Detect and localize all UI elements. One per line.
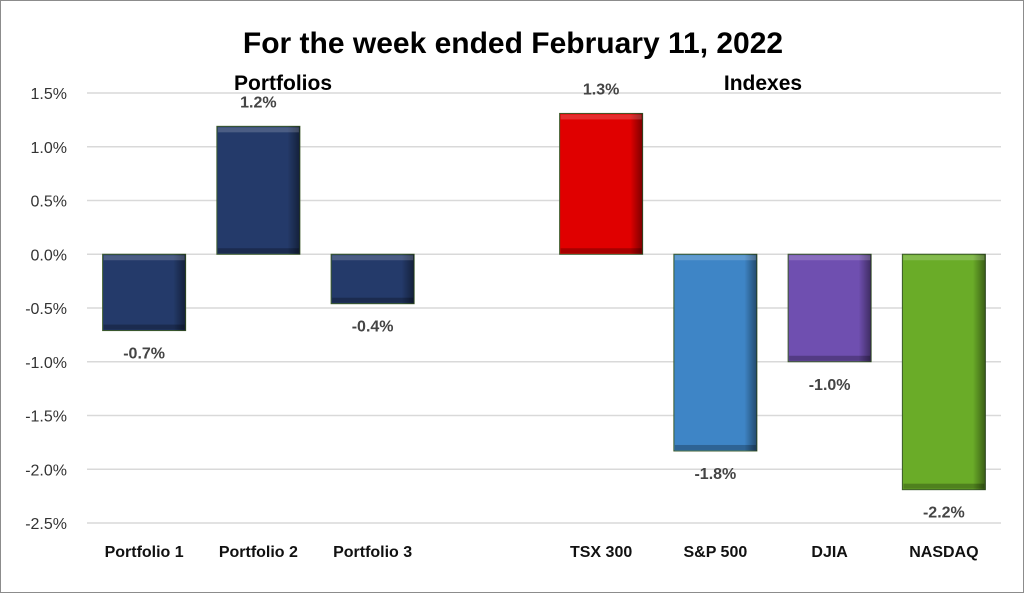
bar-bevel [217,127,299,133]
data-label: -1.0% [809,377,851,394]
bar-bevel [903,483,985,489]
x-tick-label: Portfolio 1 [105,544,184,561]
data-label: -1.8% [694,466,736,483]
bar-shade [102,254,186,331]
bar-bevel [903,255,985,261]
y-tick-label: -1.0% [25,355,67,372]
group-label-indexes: Indexes [724,72,802,95]
bar-bevel [103,324,185,330]
data-label: -2.2% [923,505,965,522]
data-label: 1.3% [583,81,619,98]
bar-bevel [674,255,756,261]
bar-bevel [560,114,642,120]
y-tick-label: -2.0% [25,462,67,479]
y-tick-label: 0.0% [31,247,67,264]
data-label: -0.4% [352,319,394,336]
bar-bevel [103,255,185,261]
group-label-portfolios: Portfolios [234,72,332,95]
x-tick-label: Portfolio 2 [219,544,298,561]
y-tick-label: 1.5% [31,86,67,103]
x-tick-label: DJIA [811,544,848,561]
bar-bevel [789,355,871,361]
bar-bevel [560,248,642,254]
bar-bevel [674,444,756,450]
bar-bevel [332,255,414,261]
bar-bevel [789,255,871,261]
bar-bevel [217,248,299,254]
bar-shade [559,113,643,255]
bar-shade [673,254,757,451]
data-label: 1.2% [240,94,276,111]
x-tick-label: S&P 500 [684,544,748,561]
x-tick-label: Portfolio 3 [333,544,412,561]
bar-shade [331,254,415,304]
y-tick-label: -0.5% [25,301,67,318]
data-label: -0.7% [123,346,165,363]
bar-shade [788,254,872,362]
bar-shade [216,126,300,255]
y-tick-label: -1.5% [25,409,67,426]
y-tick-label: -2.5% [25,516,67,533]
x-tick-label: TSX 300 [570,544,632,561]
x-tick-label: NASDAQ [909,544,978,561]
bar-shade [902,254,986,490]
bar-bevel [332,297,414,303]
y-tick-label: 1.0% [31,140,67,157]
y-tick-label: 0.5% [31,194,67,211]
chart-title: For the week ended February 11, 2022 [243,27,783,60]
